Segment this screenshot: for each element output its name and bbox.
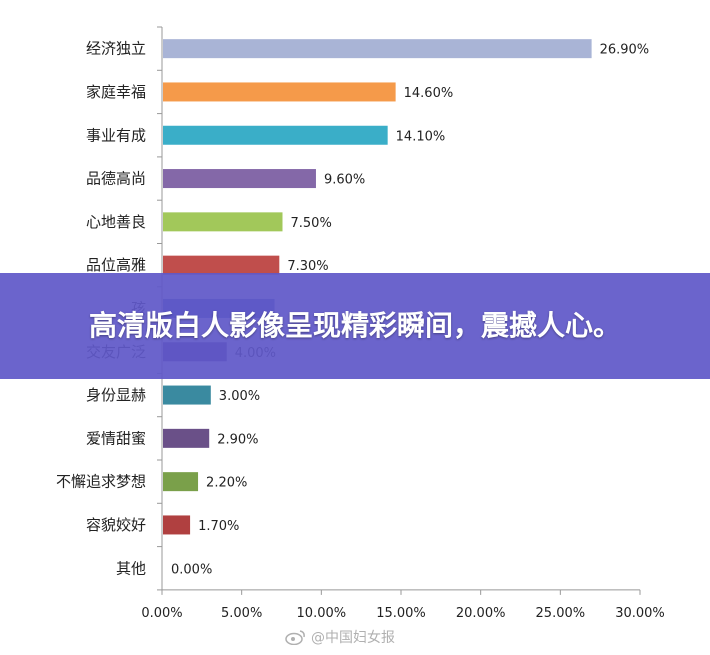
category-label: 家庭幸福: [86, 83, 146, 101]
x-tick-label: 20.00%: [456, 606, 506, 621]
bar: [163, 39, 592, 59]
data-label: 26.90%: [600, 43, 650, 58]
category-label: 品位高雅: [86, 256, 146, 274]
category-label: 容貌姣好: [86, 516, 146, 534]
data-label: 7.50%: [291, 216, 332, 231]
weibo-icon: [285, 629, 307, 646]
bar: [163, 82, 396, 102]
bar: [163, 515, 191, 535]
bar: [163, 428, 210, 448]
bar: [163, 125, 388, 145]
x-tick-label: 10.00%: [297, 606, 347, 621]
category-label: 其他: [116, 559, 146, 577]
bar: [163, 169, 316, 189]
data-label: 1.70%: [198, 519, 239, 534]
x-tick-label: 5.00%: [221, 606, 262, 621]
bar: [163, 255, 280, 275]
bar: [163, 212, 283, 232]
category-label: 品德高尚: [86, 170, 146, 188]
category-label: 身份显赫: [86, 386, 146, 404]
data-label: 14.10%: [396, 129, 446, 144]
banner-text: 高清版白人影像呈现精彩瞬间，震撼人心。: [88, 309, 621, 342]
data-label: 3.00%: [219, 389, 260, 404]
bar: [163, 472, 199, 492]
bar: [163, 385, 211, 405]
category-label: 不懈追求梦想: [56, 473, 146, 491]
category-label: 心地善良: [86, 213, 146, 231]
watermark: @中国妇女报: [285, 626, 395, 648]
x-tick-label: 0.00%: [141, 606, 182, 621]
watermark-text: @中国妇女报: [311, 630, 395, 646]
data-label: 7.30%: [287, 259, 328, 274]
x-tick-label: 25.00%: [536, 606, 586, 621]
data-label: 14.60%: [404, 86, 454, 101]
x-tick-label: 30.00%: [615, 606, 665, 621]
data-label: 2.20%: [206, 476, 247, 491]
caption-banner: 高清版白人影像呈现精彩瞬间，震撼人心。: [0, 273, 710, 379]
category-label: 事业有成: [86, 126, 146, 144]
data-label: 9.60%: [324, 173, 365, 188]
category-label: 爱情甜蜜: [86, 429, 146, 447]
category-label: 经济独立: [86, 40, 146, 58]
data-label: 0.00%: [171, 562, 212, 577]
x-tick-label: 15.00%: [376, 606, 426, 621]
data-label: 2.90%: [217, 432, 258, 447]
